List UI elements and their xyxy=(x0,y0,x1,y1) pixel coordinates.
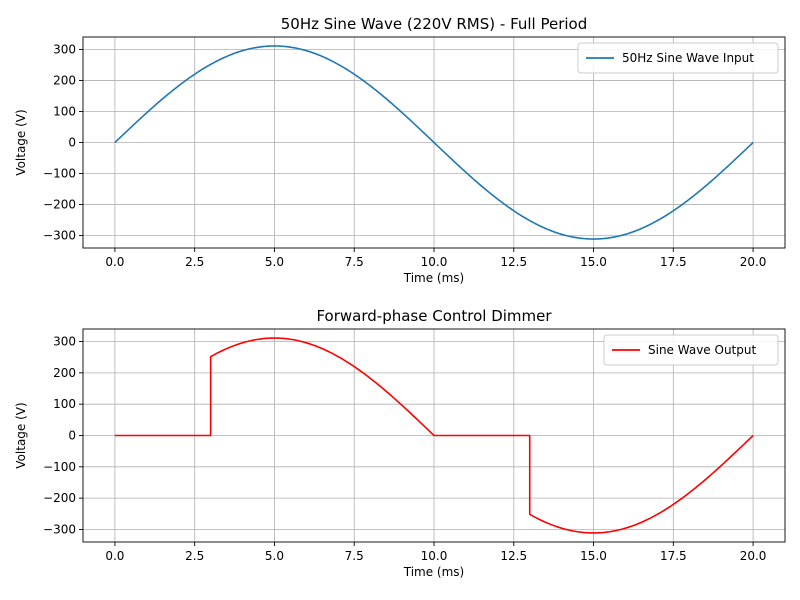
x-tick-label: 2.5 xyxy=(185,549,204,563)
x-tick-label: 5.0 xyxy=(265,255,284,269)
y-tick-label: 200 xyxy=(53,73,76,87)
x-tick-label: 2.5 xyxy=(185,255,204,269)
y-tick-label: −100 xyxy=(43,460,76,474)
x-tick-label: 20.0 xyxy=(740,255,767,269)
y-tick-label: 0 xyxy=(68,429,76,443)
chart-panel-input: 0.0 2.5 5.0 7.5 10.0 12.5 15.0 17.5 20.0 −300 −200… xyxy=(14,15,786,285)
chart-title: Forward-phase Control Dimmer xyxy=(316,307,552,325)
x-axis-label: Time (ms) xyxy=(403,565,465,579)
x-axis-label: Time (ms) xyxy=(403,271,465,285)
x-tick-label: 15.0 xyxy=(580,255,607,269)
y-tick-label: 200 xyxy=(53,366,76,380)
x-tick-label: 20.0 xyxy=(740,549,767,563)
y-tick-label: 300 xyxy=(53,335,76,349)
x-tick-label: 17.5 xyxy=(660,549,687,563)
y-axis-label: Voltage (V) xyxy=(14,402,28,468)
x-tick-label: 17.5 xyxy=(660,255,687,269)
legend-label: Sine Wave Output xyxy=(648,343,756,357)
x-tick-label: 10.0 xyxy=(421,255,448,269)
legend-label: 50Hz Sine Wave Input xyxy=(622,51,754,65)
chart-title: 50Hz Sine Wave (220V RMS) - Full Period xyxy=(281,15,588,33)
y-axis-label: Voltage (V) xyxy=(14,109,28,175)
y-tick-label: −100 xyxy=(43,167,76,181)
x-tick-label: 12.5 xyxy=(500,255,527,269)
legend-box xyxy=(603,334,779,366)
x-tick-label: 0.0 xyxy=(105,255,124,269)
x-tick-label: 15.0 xyxy=(580,549,607,563)
chart-panel-output: 0.0 2.5 5.0 7.5 10.0 12.5 15.0 17.5 20.0 −300 −200… xyxy=(14,307,786,579)
series-line-0-0 xyxy=(114,45,754,240)
series-line-1-0 xyxy=(114,337,754,534)
legend-box xyxy=(577,42,779,74)
legend: Sine Wave Output xyxy=(603,334,779,366)
y-tick-label: 300 xyxy=(53,42,76,56)
y-tick-label: 0 xyxy=(68,136,76,150)
x-tick-label: 5.0 xyxy=(265,549,284,563)
y-tick-label: −200 xyxy=(43,198,76,212)
y-tick-label: −300 xyxy=(43,229,76,243)
y-tick-label: −200 xyxy=(43,491,76,505)
y-tick-label: 100 xyxy=(53,397,76,411)
x-tick-label: 7.5 xyxy=(345,255,364,269)
x-tick-label: 12.5 xyxy=(500,549,527,563)
x-tick-label: 10.0 xyxy=(421,549,448,563)
y-tick-label: −300 xyxy=(43,522,76,536)
legend: 50Hz Sine Wave Input xyxy=(577,42,779,74)
y-tick-label: 100 xyxy=(53,104,76,118)
x-tick-label: 7.5 xyxy=(345,549,364,563)
x-tick-label: 0.0 xyxy=(105,549,124,563)
